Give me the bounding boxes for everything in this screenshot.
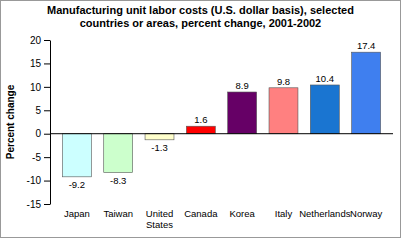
x-tick-label: Netherlands [299, 208, 350, 219]
x-tick-label-line: Korea [229, 208, 255, 219]
y-tick-label: 0 [35, 128, 41, 139]
title-line: countries or areas, percent change, 2001… [80, 17, 322, 29]
y-tick-mark [44, 157, 50, 158]
y-tick: 0 [35, 128, 50, 139]
x-tick-label: Canada [184, 208, 218, 219]
x-tick-label: Italy [275, 208, 293, 219]
y-tick-label: 5 [35, 105, 41, 116]
y-tick-label: -15 [27, 199, 42, 210]
bar [228, 92, 257, 134]
y-tick-label: 10 [30, 82, 42, 93]
x-tick-label: Japan [64, 208, 90, 219]
data-label: -1.3 [151, 142, 167, 153]
chart: Manufacturing unit labor costs (U.S. dol… [0, 0, 401, 238]
data-label: 9.8 [277, 76, 290, 87]
x-tick-label-line: Norway [350, 208, 382, 219]
y-tick: 10 [30, 82, 50, 93]
y-axis-line [50, 41, 51, 205]
data-label: -9.2 [69, 179, 85, 190]
x-tick-label-line: Italy [275, 208, 293, 219]
y-tick-mark [44, 110, 50, 111]
y-tick-label: 15 [30, 58, 42, 69]
bar [145, 134, 174, 140]
data-label: 8.9 [236, 80, 249, 91]
x-tick-label-line: States [146, 219, 173, 230]
data-label: 1.6 [194, 114, 207, 125]
x-tick-label: Taiwan [103, 208, 133, 219]
bar [62, 134, 91, 177]
x-tick-label: Korea [229, 208, 255, 219]
bar [310, 85, 339, 134]
bars [62, 52, 380, 177]
title: Manufacturing unit labor costs (U.S. dol… [47, 4, 354, 29]
y-tick: 15 [30, 58, 50, 69]
x-axis: Japan Taiwan UnitedStates Canada Korea Italy N… [64, 208, 383, 230]
x-tick-label: Norway [350, 208, 382, 219]
y-tick-mark [44, 40, 50, 41]
y-tick: -15 [27, 199, 50, 210]
y-tick-mark [44, 204, 50, 205]
data-label: -8.3 [110, 175, 126, 186]
y-axis-title: Percent change [5, 84, 16, 159]
y-tick-mark [44, 181, 50, 182]
bar [269, 88, 298, 134]
y-axis: -15 -10 -5 0 5 10 15 20 [27, 35, 51, 210]
x-tick-label-line: Taiwan [103, 208, 133, 219]
data-label: 10.4 [316, 73, 335, 84]
y-tick: -5 [32, 152, 50, 163]
y-tick-label: -5 [32, 152, 41, 163]
x-tick-label-line: United [146, 208, 173, 219]
y-tick: 20 [30, 35, 50, 46]
x-tick-label-line: Canada [184, 208, 218, 219]
y-tick-mark [44, 134, 50, 135]
data-label: 17.4 [357, 40, 376, 51]
bar [186, 126, 215, 133]
y-tick-label: -10 [27, 175, 42, 186]
y-tick: -10 [27, 175, 50, 186]
frame [1, 1, 401, 238]
zero-line [50, 133, 393, 134]
y-tick-mark [44, 63, 50, 64]
bar [104, 134, 133, 173]
bar [352, 52, 381, 134]
x-tick-label: UnitedStates [146, 208, 173, 230]
x-tick-label-line: Japan [64, 208, 90, 219]
y-tick-mark [44, 87, 50, 88]
title-line: Manufacturing unit labor costs (U.S. dol… [47, 4, 354, 16]
y-tick: 5 [35, 105, 50, 116]
y-tick-label: 20 [30, 35, 42, 46]
x-tick-label-line: Netherlands [299, 208, 350, 219]
